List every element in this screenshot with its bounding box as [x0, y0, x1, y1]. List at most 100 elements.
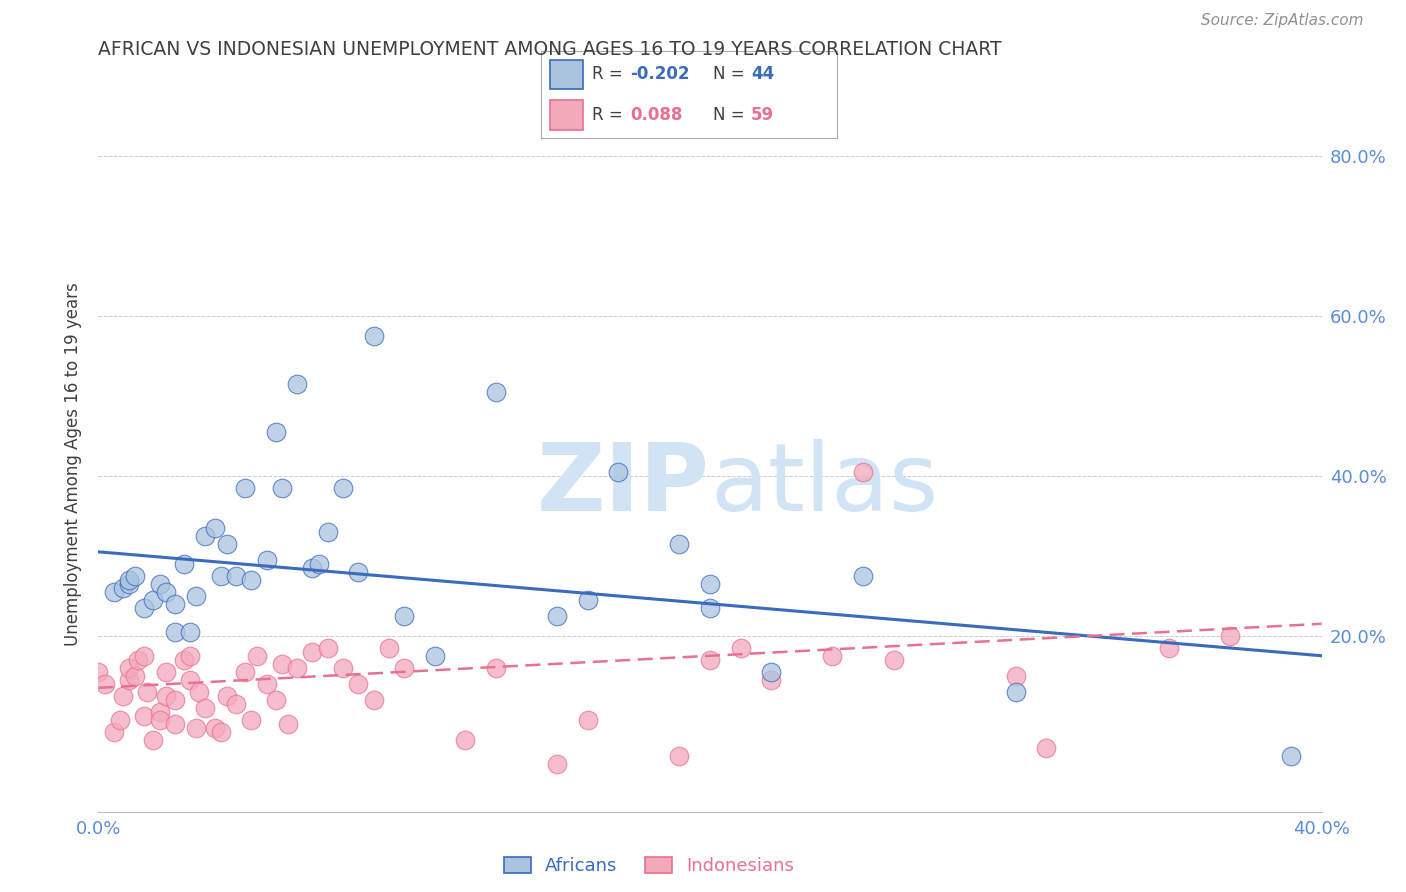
Point: [215, 689, 238, 703]
Point: [301, 561, 323, 575]
Point: [163, 597, 186, 611]
Point: [332, 661, 354, 675]
Point: [270, 481, 292, 495]
Point: [186, 589, 208, 603]
Point: [285, 661, 308, 675]
Point: [316, 524, 339, 539]
Point: [285, 376, 308, 391]
Point: [233, 481, 256, 495]
Point: [264, 692, 287, 706]
Point: [363, 329, 385, 343]
Point: [149, 576, 172, 591]
Point: [607, 465, 630, 479]
Point: [240, 713, 263, 727]
Y-axis label: Unemployment Among Ages 16 to 19 years: Unemployment Among Ages 16 to 19 years: [63, 282, 82, 646]
Point: [256, 553, 278, 567]
Point: [246, 648, 269, 663]
Point: [821, 648, 844, 663]
Point: [392, 661, 416, 675]
Point: [163, 624, 186, 639]
Point: [233, 665, 256, 679]
Point: [1004, 685, 1026, 699]
Text: 0.088: 0.088: [630, 105, 682, 124]
Point: [454, 732, 477, 747]
Point: [127, 653, 149, 667]
Point: [347, 677, 370, 691]
Point: [699, 576, 721, 591]
Point: [163, 692, 186, 706]
Text: N =: N =: [713, 65, 749, 84]
Point: [204, 721, 226, 735]
Text: atlas: atlas: [710, 439, 938, 531]
Point: [699, 600, 721, 615]
Point: [179, 648, 201, 663]
Point: [124, 569, 146, 583]
Point: [225, 697, 247, 711]
Text: N =: N =: [713, 105, 749, 124]
Point: [264, 425, 287, 439]
Point: [111, 581, 134, 595]
Point: [186, 721, 208, 735]
Text: 44: 44: [751, 65, 775, 84]
Point: [179, 624, 201, 639]
Point: [93, 677, 115, 691]
Point: [149, 705, 172, 719]
Legend: Africans, Indonesians: Africans, Indonesians: [496, 850, 801, 883]
Text: R =: R =: [592, 105, 627, 124]
Point: [134, 708, 156, 723]
Point: [204, 521, 226, 535]
Bar: [550, 100, 582, 129]
Point: [576, 713, 599, 727]
Point: [134, 600, 156, 615]
Point: [136, 685, 159, 699]
Text: Source: ZipAtlas.com: Source: ZipAtlas.com: [1201, 13, 1364, 29]
Point: [215, 537, 238, 551]
Point: [173, 653, 195, 667]
Point: [699, 653, 721, 667]
Point: [759, 673, 782, 687]
Point: [134, 648, 156, 663]
Point: [103, 584, 125, 599]
Point: [1157, 640, 1180, 655]
Point: [546, 756, 568, 771]
Point: [576, 592, 599, 607]
Point: [1219, 629, 1241, 643]
Point: [155, 665, 177, 679]
Point: [111, 689, 134, 703]
Point: [173, 557, 195, 571]
Text: 59: 59: [751, 105, 775, 124]
Point: [188, 685, 211, 699]
Text: R =: R =: [592, 65, 627, 84]
Point: [149, 713, 172, 727]
Text: -0.202: -0.202: [630, 65, 689, 84]
Point: [546, 608, 568, 623]
Point: [759, 665, 782, 679]
Point: [730, 640, 752, 655]
Point: [363, 692, 385, 706]
Point: [142, 732, 165, 747]
Point: [852, 465, 875, 479]
Point: [301, 645, 323, 659]
Point: [347, 565, 370, 579]
Point: [87, 665, 110, 679]
Point: [240, 573, 263, 587]
Point: [1035, 740, 1057, 755]
Point: [308, 557, 330, 571]
Point: [209, 569, 232, 583]
Point: [1004, 669, 1026, 683]
Point: [378, 640, 401, 655]
Point: [194, 700, 217, 714]
Point: [668, 748, 690, 763]
Bar: [550, 60, 582, 89]
Point: [270, 657, 292, 671]
Point: [155, 689, 177, 703]
Point: [142, 592, 165, 607]
Point: [332, 481, 354, 495]
Point: [108, 713, 131, 727]
Point: [883, 653, 905, 667]
Point: [124, 669, 146, 683]
Point: [392, 608, 416, 623]
Point: [1279, 748, 1302, 763]
Point: [118, 673, 141, 687]
Point: [118, 573, 141, 587]
